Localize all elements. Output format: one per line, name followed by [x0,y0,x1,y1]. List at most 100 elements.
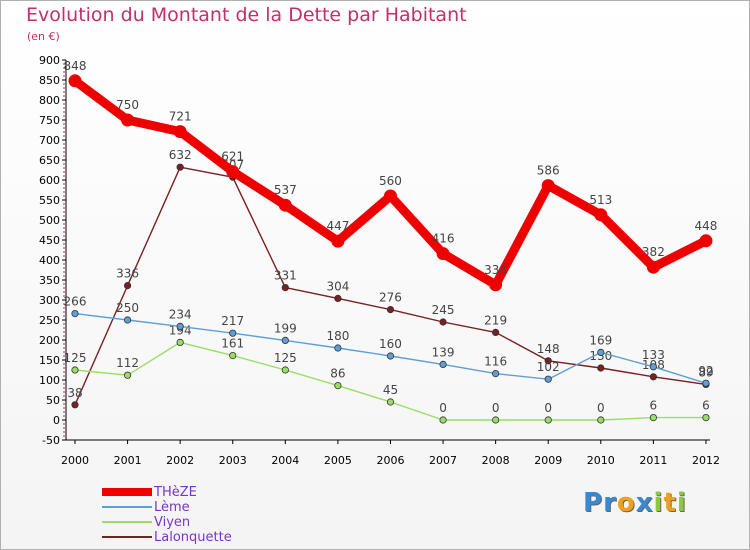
data-point [386,398,395,406]
data-point [278,198,292,212]
data-point [68,74,82,88]
data-label: 276 [379,291,402,305]
data-label: 750 [116,98,139,112]
y-tick-label: 550 [39,194,60,207]
data-point [226,165,240,179]
x-tick-label: 2004 [271,454,299,467]
data-label: 133 [642,348,665,362]
data-label: 102 [537,360,560,374]
data-label: 0 [544,401,552,415]
data-label: 416 [432,232,455,246]
data-label: 92 [698,364,713,378]
data-point [439,318,447,326]
data-point [597,416,605,424]
legend-label: Viyen [154,515,191,530]
data-label: 537 [274,183,297,197]
data-label: 169 [589,333,612,347]
x-tick-label: 2008 [482,454,510,467]
data-label: 125 [64,351,87,365]
data-label: 382 [642,245,665,259]
y-tick-label: 400 [39,254,60,267]
data-point [544,375,552,383]
data-label: 245 [432,303,455,317]
data-point [492,328,500,336]
data-label: 586 [537,164,560,178]
y-tick-label: 600 [39,174,60,187]
data-point [649,413,657,422]
data-label: 266 [64,295,87,309]
data-point [123,281,132,290]
x-tick-label: 2002 [166,454,194,467]
data-label: 160 [379,337,402,351]
data-label: 338 [484,263,507,277]
data-label: 125 [274,351,297,365]
y-tick-label: 500 [39,214,60,227]
data-point [383,189,397,203]
data-point [229,329,237,337]
data-point [544,416,552,424]
x-tick-label: 2005 [324,454,352,467]
data-point [699,234,713,248]
chart-unit: (en €) [27,30,60,43]
data-point [176,322,184,330]
data-point [544,357,552,365]
data-point [229,351,237,360]
data-point [439,416,447,424]
data-point [541,179,555,193]
data-point [594,208,608,222]
data-point [123,371,132,379]
data-label: 180 [326,329,349,343]
data-point [436,247,450,261]
y-tick-label: 200 [39,334,60,347]
y-tick-label: 350 [39,274,60,287]
data-label: 6 [702,399,710,413]
x-tick-label: 2001 [114,454,142,467]
data-label: 560 [379,174,402,188]
data-point [331,234,345,248]
x-tick-label: 2000 [61,454,89,467]
data-point [334,381,342,390]
x-tick-label: 2003 [219,454,247,467]
data-point [492,369,500,378]
data-label: 217 [221,314,244,328]
y-tick-label: 300 [39,294,60,307]
data-point [281,336,289,344]
data-label: 45 [383,383,398,397]
data-point [702,379,710,387]
data-label: 336 [116,267,139,281]
y-tick-label: 50 [46,394,60,407]
logo-letter: i [676,488,687,518]
legend-swatch [102,488,152,496]
data-label: 304 [326,279,349,293]
logo-letter: P [583,488,604,518]
data-label: 6 [650,399,658,413]
data-label: 86 [330,367,345,381]
data-point [71,366,79,374]
data-point [176,338,184,346]
logo-letter: t [663,488,677,518]
y-tick-label: 150 [39,354,60,367]
data-label: 89 [698,365,713,379]
data-point [386,305,395,314]
data-point [489,278,503,292]
data-point [121,113,135,127]
legend-swatch [102,521,152,523]
data-point [334,344,342,352]
y-tick-label: 700 [39,134,60,147]
data-label: 148 [537,342,560,356]
data-point [176,163,184,171]
y-tick-label: 750 [39,114,60,127]
y-tick-label: 800 [39,94,60,107]
y-tick-label: 650 [39,154,60,167]
legend-label: THèZE [154,485,197,500]
data-point [173,125,187,139]
legend-swatch [102,506,152,508]
legend-label: Lalonquette [154,530,232,545]
data-point [646,260,660,274]
x-tick-label: 2011 [639,454,667,467]
data-label: 130 [589,349,612,363]
data-point [281,283,289,292]
data-label: 0 [597,401,605,415]
chart-title: Evolution du Montant de la Dette par Hab… [26,4,467,26]
